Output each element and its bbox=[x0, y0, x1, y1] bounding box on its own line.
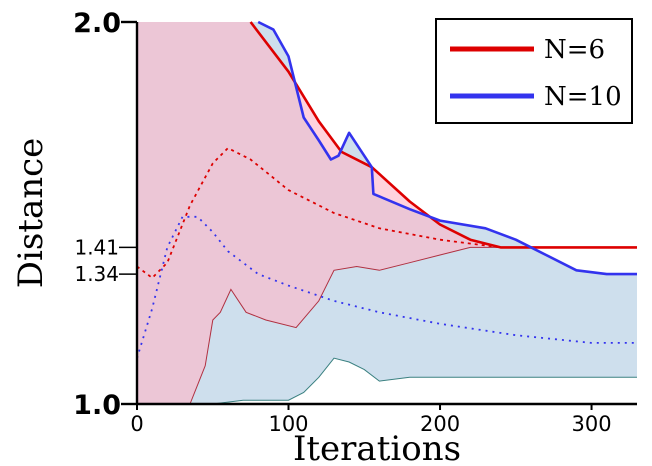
band-n6 bbox=[137, 22, 637, 404]
legend-label-n6: N=6 bbox=[544, 35, 605, 65]
lower-bound-line-n10 bbox=[197, 357, 637, 405]
mean-line-n6 bbox=[249, 21, 637, 249]
x-tick-label-300: 300 bbox=[571, 412, 611, 436]
y-tick-label-major-1: 2.0 bbox=[73, 8, 121, 39]
x-tick-label-100: 100 bbox=[268, 412, 308, 436]
median-line-n10 bbox=[136, 215, 637, 359]
legend-label-n10: N=10 bbox=[544, 82, 622, 112]
y-axis-title: Distance bbox=[11, 138, 51, 289]
mean-line-n10 bbox=[257, 20, 637, 276]
y-tick-label-major-0: 1.0 bbox=[73, 390, 121, 421]
x-axis-title: Iterations bbox=[293, 429, 461, 466]
lower-bound-line-n6 bbox=[189, 246, 637, 405]
y-tick-label-minor-0: 1.41 bbox=[74, 235, 119, 259]
legend-box bbox=[435, 18, 633, 124]
y-tick-label-minor-1: 1.34 bbox=[74, 262, 119, 286]
x-tick-label-200: 200 bbox=[420, 412, 460, 436]
x-tick-label-0: 0 bbox=[130, 412, 143, 436]
